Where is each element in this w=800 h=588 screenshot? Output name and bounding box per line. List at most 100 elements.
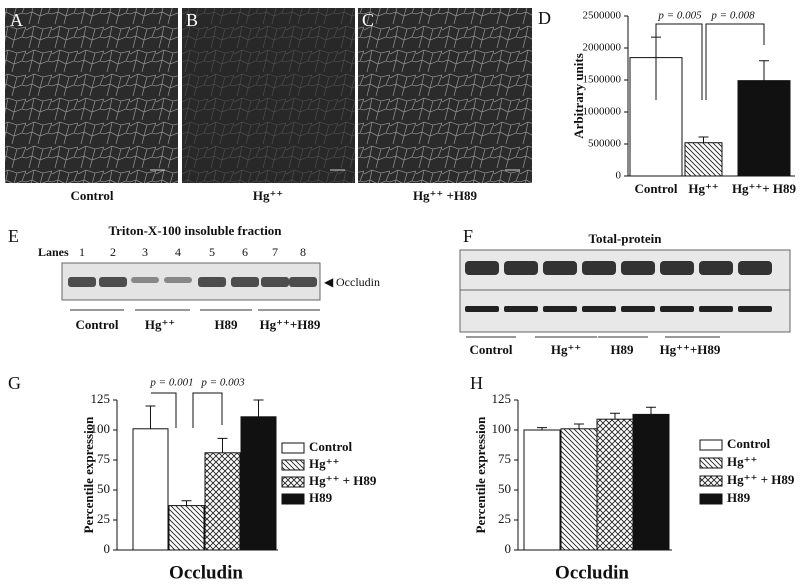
band — [198, 277, 226, 287]
y-tick-label: 1500000 — [583, 74, 622, 86]
legend-swatch — [699, 439, 723, 451]
micrograph-texture — [182, 8, 355, 183]
legend-label: Control — [727, 436, 770, 451]
micrograph — [358, 8, 532, 183]
band — [504, 306, 538, 312]
band — [231, 277, 259, 287]
bracket — [151, 392, 177, 428]
y-tick-label: 125 — [492, 391, 512, 406]
group-label: Control — [469, 342, 512, 357]
micrograph-label: Hg⁺⁺ +H89 — [413, 188, 478, 203]
band — [99, 277, 127, 287]
band — [699, 261, 733, 275]
bar — [523, 429, 561, 551]
y-tick-label: 25 — [498, 511, 511, 526]
error-bar — [537, 427, 547, 430]
y-tick-label: 0 — [505, 541, 512, 556]
legend-swatch — [699, 475, 723, 487]
lane-number: 3 — [142, 245, 148, 259]
legend-swatch — [281, 459, 305, 471]
band — [660, 261, 694, 275]
panel-label: D — [538, 8, 551, 28]
band — [465, 261, 499, 275]
group-label: Hg⁺⁺+H89 — [660, 342, 721, 357]
blot-title: Triton-X-100 insoluble fraction — [108, 223, 282, 238]
band — [543, 261, 577, 275]
error-bar — [759, 60, 769, 81]
band — [131, 277, 159, 283]
error-bar — [145, 405, 156, 429]
y-tick-label: 2000000 — [583, 42, 622, 54]
legend-label: Hg⁺⁺ + H89 — [727, 472, 795, 487]
lanes-label: Lanes — [38, 245, 69, 259]
lane-number: 4 — [175, 245, 181, 259]
bar — [632, 413, 670, 551]
legend-label: Hg⁺⁺ — [309, 456, 339, 471]
legend-label: Control — [309, 439, 352, 454]
error-bar — [610, 412, 620, 420]
bracket — [705, 23, 765, 100]
panel-label: C — [362, 10, 374, 30]
group-label: H89 — [214, 317, 238, 332]
band — [738, 261, 772, 275]
bar — [684, 142, 723, 177]
y-tick-label: 50 — [498, 481, 511, 496]
band — [621, 261, 655, 275]
band — [582, 306, 616, 312]
y-tick-label: 25 — [97, 511, 110, 526]
group-label: Hg⁺⁺+H89 — [260, 317, 321, 332]
band — [465, 306, 499, 312]
band — [699, 306, 733, 312]
x-tick-label: Hg⁺⁺ — [688, 181, 718, 196]
annotation: p = 0.003 — [200, 377, 245, 389]
bar — [596, 418, 634, 551]
lane-number: 2 — [110, 245, 116, 259]
bar — [168, 505, 205, 551]
x-tick-label: Control — [634, 181, 677, 196]
legend-swatch — [699, 457, 723, 469]
panel-label: B — [186, 10, 198, 30]
lane-number: 1 — [79, 245, 85, 259]
y-tick-label: 50 — [97, 481, 110, 496]
band — [68, 277, 96, 287]
panel-label: A — [10, 10, 23, 30]
y-tick-label: 125 — [91, 391, 111, 406]
legend-swatch — [281, 493, 305, 505]
y-axis-label: Percentile expression — [81, 416, 96, 534]
bar — [560, 428, 598, 551]
panel-label: E — [8, 226, 19, 246]
y-tick-label: 500000 — [588, 138, 622, 150]
panel-label: G — [8, 373, 21, 393]
micrograph — [5, 8, 178, 183]
lane-number: 6 — [242, 245, 248, 259]
band-arrow: ◀ — [324, 275, 334, 289]
micrograph-label: Hg⁺⁺ — [253, 188, 283, 203]
y-tick-label: 2500000 — [583, 10, 622, 22]
panel-label: H — [470, 373, 483, 393]
legend-swatch — [699, 493, 723, 505]
x-axis-label: Occludin — [169, 562, 243, 583]
band — [504, 261, 538, 275]
band — [289, 277, 317, 287]
annotation: p = 0.008 — [710, 10, 755, 22]
y-tick-label: 100 — [492, 421, 512, 436]
bar — [204, 452, 241, 551]
band — [621, 306, 655, 312]
error-bar — [181, 500, 192, 506]
error-bar — [698, 136, 709, 143]
band — [261, 277, 289, 287]
blot-title: Total-protein — [589, 231, 663, 246]
legend-swatch — [281, 442, 305, 454]
bracket — [655, 23, 703, 100]
y-tick-label: 0 — [104, 541, 111, 556]
bar — [737, 80, 791, 177]
y-axis-label: Arbitrary units — [571, 53, 586, 139]
y-tick-label: 1000000 — [583, 106, 622, 118]
band — [660, 306, 694, 312]
panel-label: F — [463, 226, 473, 246]
x-axis-label: Occludin — [555, 562, 629, 583]
lane-number: 8 — [300, 245, 306, 259]
legend-swatch — [281, 476, 305, 488]
